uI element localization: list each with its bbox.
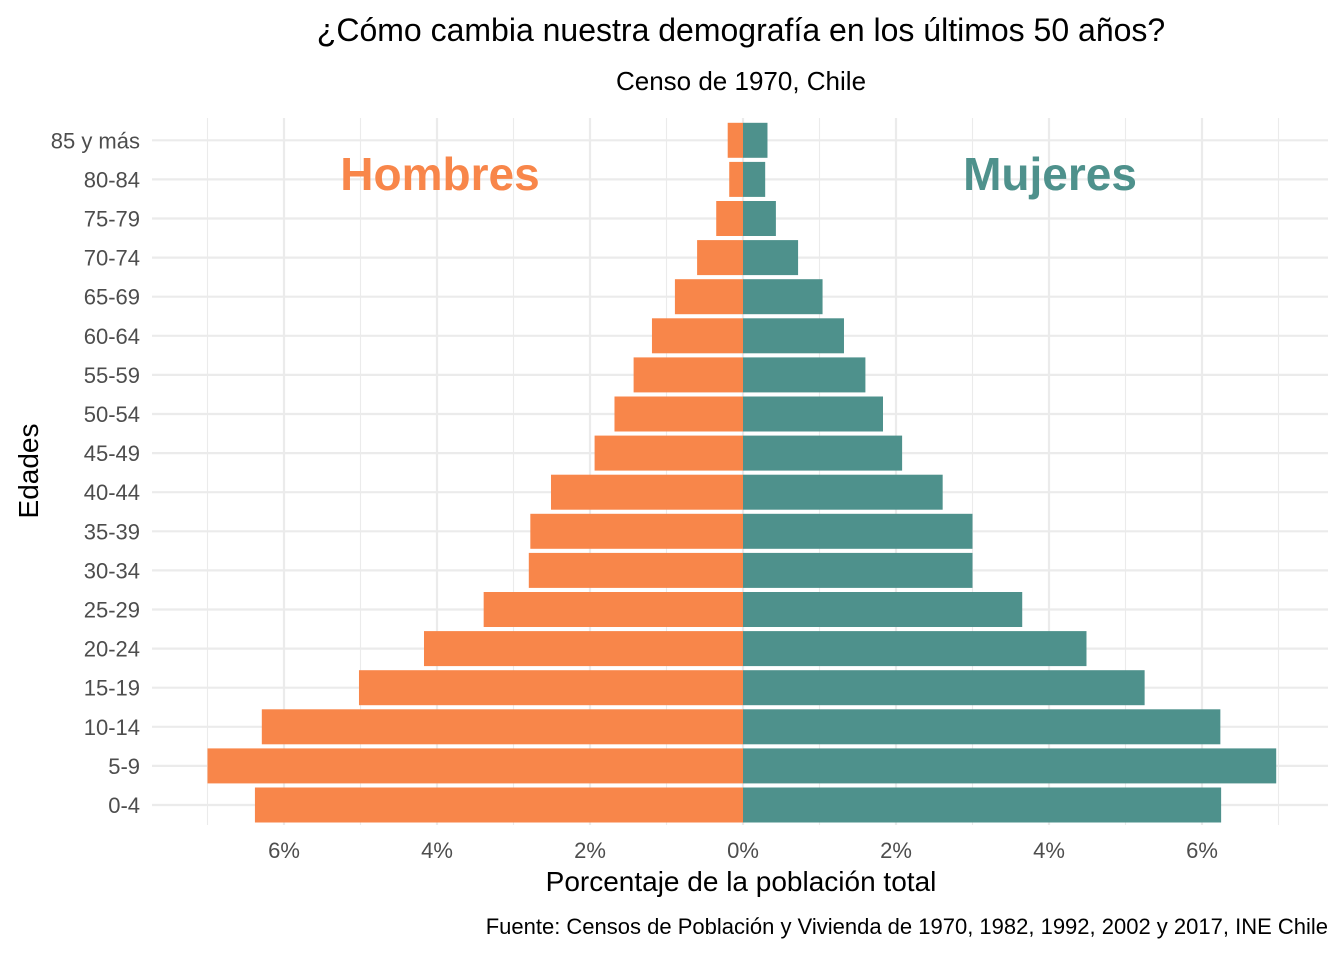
bar-hombres-80-84 xyxy=(729,161,743,197)
bar-mujeres-55-59 xyxy=(743,357,866,393)
bar-mujeres-0-4 xyxy=(743,787,1222,823)
bar-hombres-85-y-más xyxy=(727,122,743,158)
bar-hombres-45-49 xyxy=(594,435,743,471)
y-tick-label: 70-74 xyxy=(84,246,140,271)
y-tick-label: 25-29 xyxy=(84,598,140,623)
bar-hombres-15-19 xyxy=(358,670,743,706)
y-axis-label: Edades xyxy=(13,424,44,519)
bar-mujeres-60-64 xyxy=(743,318,844,354)
bar-hombres-50-54 xyxy=(614,396,743,432)
bar-hombres-75-79 xyxy=(716,201,743,236)
bar-mujeres-40-44 xyxy=(743,474,943,510)
bar-mujeres-50-54 xyxy=(743,396,883,432)
x-tick-label: 2% xyxy=(574,838,606,863)
y-tick-label: 45-49 xyxy=(84,441,140,466)
bar-mujeres-10-14 xyxy=(743,709,1221,745)
y-tick-label: 15-19 xyxy=(84,676,140,701)
chart-title: ¿Cómo cambia nuestra demografía en los ú… xyxy=(317,12,1165,48)
bar-hombres-10-14 xyxy=(261,709,743,745)
y-tick-label: 20-24 xyxy=(84,637,140,662)
axis-labels: 0-4 5-9 10-14 15-19 20-24 25-29 30-34 35-39 40-4… xyxy=(51,128,1218,863)
bar-hombres-65-69 xyxy=(674,279,743,315)
bar-mujeres-65-69 xyxy=(743,279,823,315)
bar-hombres-70-74 xyxy=(697,240,743,276)
bar-hombres-60-64 xyxy=(651,318,743,354)
bar-mujeres-45-49 xyxy=(743,435,903,471)
x-tick-label: 2% xyxy=(880,838,912,863)
x-tick-label: 6% xyxy=(268,838,300,863)
bar-mujeres-30-34 xyxy=(743,552,973,588)
bar-mujeres-15-19 xyxy=(743,670,1145,706)
x-axis-label: Porcentaje de la población total xyxy=(546,866,937,897)
bar-mujeres-80-84 xyxy=(743,161,766,197)
y-tick-label: 5-9 xyxy=(108,754,140,779)
y-tick-label: 10-14 xyxy=(84,715,140,740)
bar-hombres-30-34 xyxy=(528,552,743,588)
bar-hombres-0-4 xyxy=(254,787,743,823)
bar-hombres-40-44 xyxy=(550,474,743,510)
y-tick-label: 55-59 xyxy=(84,363,140,388)
x-tick-label: 0% xyxy=(727,838,759,863)
x-tick-label: 4% xyxy=(1033,838,1065,863)
y-tick-label: 35-39 xyxy=(84,519,140,544)
legend-mujeres: Mujeres xyxy=(963,148,1137,200)
y-tick-label: 30-34 xyxy=(84,558,140,583)
chart-subtitle: Censo de 1970, Chile xyxy=(616,66,866,96)
bar-hombres-5-9 xyxy=(207,748,743,784)
y-tick-label: 75-79 xyxy=(84,207,140,232)
y-tick-label: 80-84 xyxy=(84,167,140,192)
bar-hombres-25-29 xyxy=(483,592,743,627)
bar-mujeres-70-74 xyxy=(743,240,799,276)
bar-mujeres-85-y-más xyxy=(743,122,768,158)
y-tick-label: 50-54 xyxy=(84,402,140,427)
bar-mujeres-35-39 xyxy=(743,513,973,549)
bar-mujeres-25-29 xyxy=(743,592,1023,627)
x-tick-label: 4% xyxy=(421,838,453,863)
bar-hombres-35-39 xyxy=(530,513,743,549)
chart-caption: Fuente: Censos de Población y Vivienda d… xyxy=(486,914,1328,939)
bars xyxy=(207,122,1277,823)
y-tick-label: 0-4 xyxy=(108,793,140,818)
y-tick-label: 65-69 xyxy=(84,285,140,310)
bar-mujeres-5-9 xyxy=(743,748,1277,784)
bar-hombres-20-24 xyxy=(423,631,743,667)
bar-mujeres-75-79 xyxy=(743,201,776,236)
bar-hombres-55-59 xyxy=(633,357,743,393)
y-tick-label: 40-44 xyxy=(84,480,140,505)
y-tick-label: 60-64 xyxy=(84,324,140,349)
legend-hombres: Hombres xyxy=(340,148,539,200)
y-tick-label: 85 y más xyxy=(51,128,140,153)
x-tick-label: 6% xyxy=(1186,838,1218,863)
bar-mujeres-20-24 xyxy=(743,631,1087,667)
